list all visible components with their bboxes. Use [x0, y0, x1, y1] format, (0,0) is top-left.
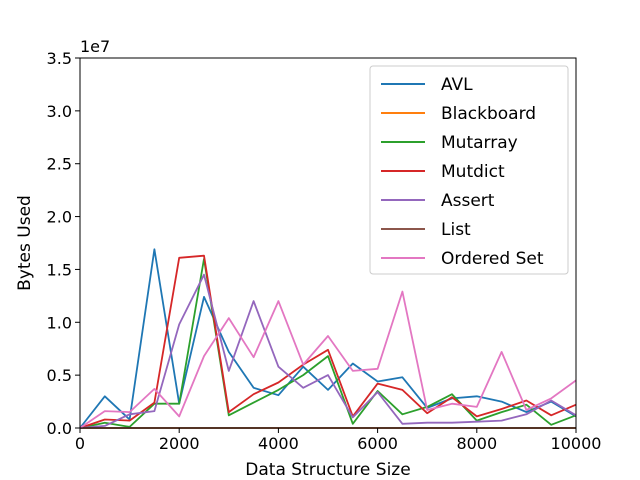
- x-tick-label: 0: [75, 434, 85, 453]
- series-line-mutdict: [79, 254, 577, 429]
- series-line-avl: [79, 248, 577, 429]
- x-tick-label: 2000: [159, 434, 200, 453]
- legend: AVL Blackboard Mutarray Mutdict Assert List Or…: [369, 65, 569, 275]
- series-line-mutarray: [79, 257, 577, 429]
- y-tick-label: 3.5: [47, 49, 72, 68]
- y-tick-label: 2.5: [47, 155, 72, 174]
- y-tick-label: 3.0: [47, 102, 72, 121]
- y-tick-label: 0.5: [47, 366, 72, 385]
- x-axis-label: Data Structure Size: [245, 460, 410, 480]
- series-line-assert: [79, 273, 577, 429]
- y-offset-label: 1e7: [80, 37, 110, 56]
- legend-frame: [369, 65, 569, 275]
- y-tick-label: 2.0: [47, 208, 72, 227]
- y-tick-label: 0.0: [47, 419, 72, 438]
- legend-label-assert: Assert: [441, 191, 495, 211]
- y-tick-label: 1.5: [47, 260, 72, 279]
- series-line-ordered-set: [79, 290, 577, 429]
- x-axis-ticks: 0 2000 4000 6000 8000 10000: [75, 428, 602, 453]
- plot-frame: [79, 57, 577, 429]
- legend-label-ordered-set: Ordered Set: [441, 249, 544, 269]
- y-axis-label: Bytes Used: [15, 195, 35, 291]
- y-axis-ticks: 0.0 0.5 1.0 1.5 2.0 2.5 3.0 3.5: [47, 49, 80, 438]
- legend-label-blackboard: Blackboard: [441, 104, 536, 124]
- y-tick-label: 1.0: [47, 313, 72, 332]
- x-tick-label: 6000: [357, 434, 398, 453]
- legend-label-mutdict: Mutdict: [441, 162, 505, 182]
- x-tick-label: 10000: [551, 434, 602, 453]
- legend-label-avl: AVL: [441, 75, 473, 95]
- x-tick-label: 4000: [258, 434, 299, 453]
- legend-label-mutarray: Mutarray: [441, 133, 518, 153]
- x-tick-label: 8000: [456, 434, 497, 453]
- legend-label-list: List: [441, 220, 471, 240]
